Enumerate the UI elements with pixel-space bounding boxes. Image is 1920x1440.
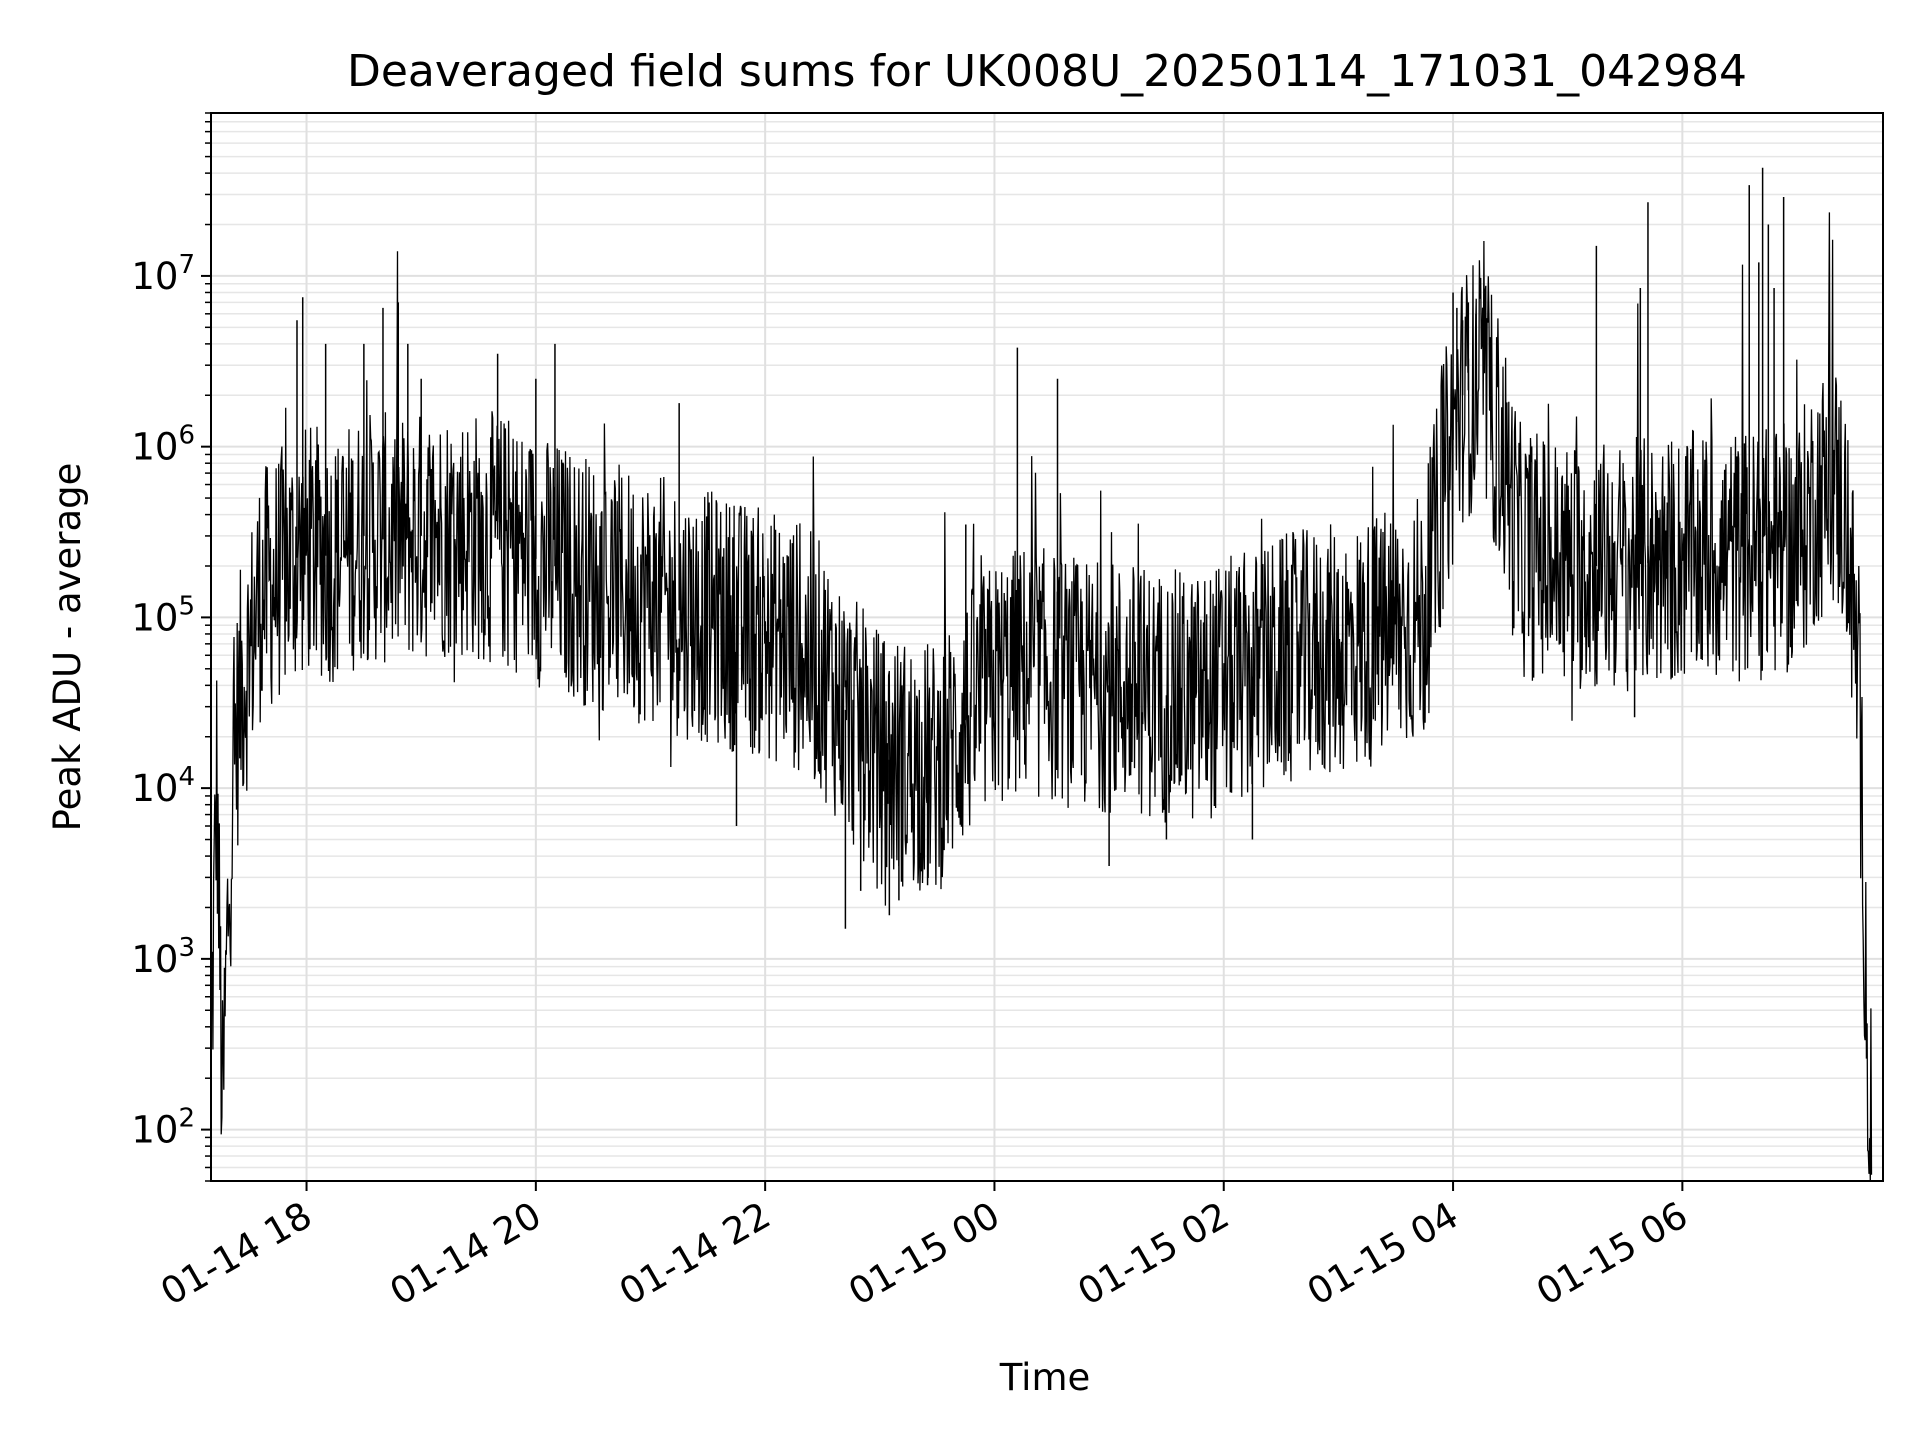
chart-title: Deaveraged field sums for UK008U_2025011… [347, 46, 1747, 97]
y-tick-label: 102 [131, 1104, 195, 1152]
x-axis-label: Time [999, 1356, 1091, 1399]
y-tick-label: 106 [131, 421, 195, 469]
series-group [210, 167, 1873, 1182]
y-tick-label: 105 [131, 591, 195, 639]
y-tick-label: 103 [131, 933, 195, 981]
y-axis-label: Peak ADU - average [46, 463, 89, 832]
y-tick-label: 107 [131, 250, 195, 298]
plot-frame [210, 112, 1884, 1182]
y-tick-label: 104 [131, 762, 195, 810]
series-line [210, 212, 1873, 1182]
